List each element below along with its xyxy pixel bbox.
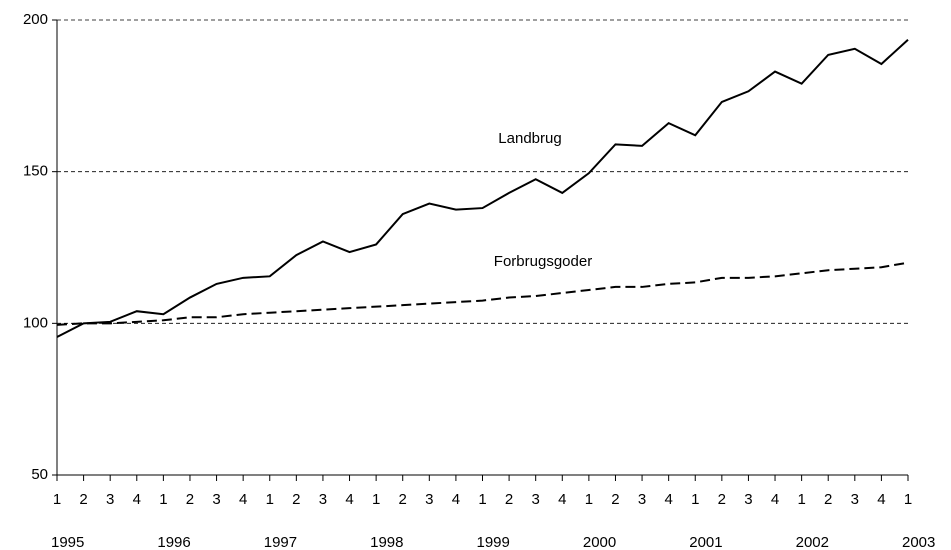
y-tick-label: 50 [31,466,48,483]
x-tick-label: 4 [771,491,779,508]
x-tick-label: 2 [611,491,619,508]
series-label: Landbrug [498,130,561,147]
y-tick-label: 200 [23,11,48,28]
x-tick-label: 3 [212,491,220,508]
x-tick-label: 1 [53,491,61,508]
x-tick-label: 1 [691,491,699,508]
year-label: 2001 [689,534,722,550]
series-line [56,38,909,338]
series-label: Forbrugsgoder [494,253,592,270]
x-tick-label: 3 [319,491,327,508]
x-tick-label: 1 [478,491,486,508]
x-tick-label: 1 [372,491,380,508]
year-label: 1999 [477,534,510,550]
year-label: 1998 [370,534,403,550]
x-tick-label: 4 [345,491,353,508]
year-label: 1997 [264,534,297,550]
x-tick-label: 1 [904,491,912,508]
y-tick-label: 100 [23,314,48,331]
x-tick-label: 2 [824,491,832,508]
x-tick-label: 4 [877,491,885,508]
x-tick-label: 2 [186,491,194,508]
x-tick-label: 3 [638,491,646,508]
x-tick-label: 3 [106,491,114,508]
y-tick-label: 150 [23,163,48,180]
series-line [56,261,909,326]
x-tick-label: 2 [292,491,300,508]
x-tick-label: 3 [851,491,859,508]
x-tick-label: 1 [159,491,167,508]
x-tick-label: 4 [558,491,566,508]
x-tick-label: 3 [532,491,540,508]
x-tick-label: 1 [797,491,805,508]
x-tick-label: 2 [79,491,87,508]
x-tick-label: 2 [505,491,513,508]
year-label: 2000 [583,534,616,550]
year-label: 1995 [51,534,84,550]
x-tick-label: 4 [133,491,141,508]
x-tick-label: 4 [239,491,247,508]
x-tick-label: 2 [399,491,407,508]
year-label: 1996 [157,534,190,550]
x-tick-label: 1 [266,491,274,508]
year-label: 2003 [902,534,935,550]
x-tick-label: 3 [425,491,433,508]
year-label: 2002 [796,534,829,550]
x-tick-label: 3 [744,491,752,508]
x-tick-label: 2 [718,491,726,508]
x-tick-label: 4 [452,491,460,508]
x-tick-label: 1 [585,491,593,508]
x-tick-label: 4 [664,491,672,508]
